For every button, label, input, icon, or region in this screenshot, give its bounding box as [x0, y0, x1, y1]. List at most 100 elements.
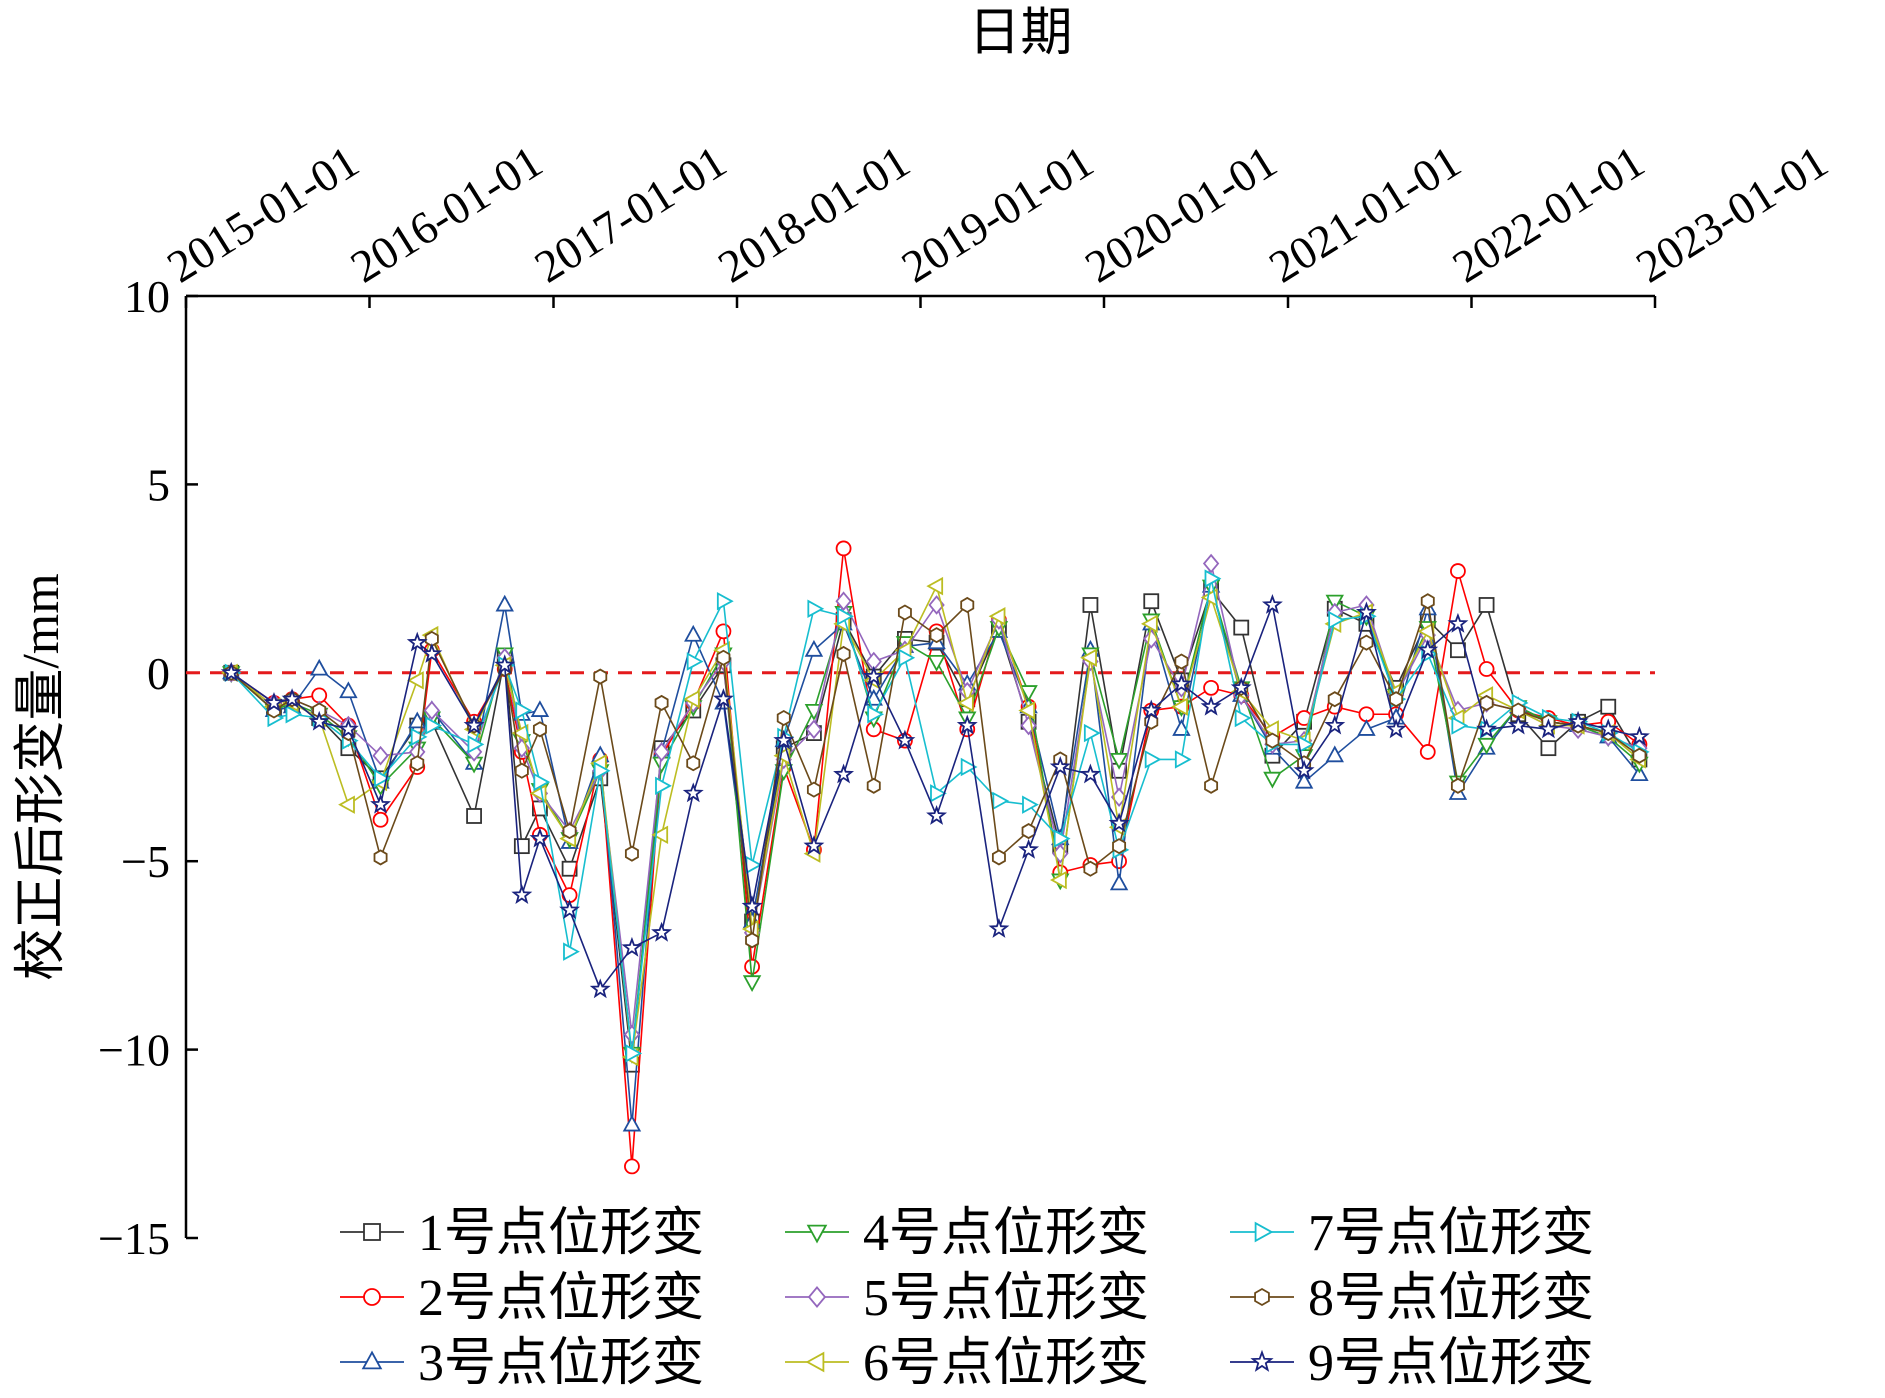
series-6-point [406, 671, 424, 690]
series-8-point [836, 645, 851, 662]
series-8-point [716, 649, 731, 666]
legend-label: 6号点位形变 [863, 1335, 1149, 1392]
series-2-point [744, 958, 760, 975]
legend-item-2: 2号点位形变 [340, 1270, 704, 1327]
series-9-point [1079, 763, 1101, 784]
series-9-point [926, 804, 948, 825]
series-8-point [776, 709, 791, 727]
series-7-point [1174, 750, 1192, 769]
series-7-point [1144, 750, 1162, 769]
series-4-point [1263, 771, 1282, 789]
series-7-point [1204, 569, 1222, 588]
y-tick-label: −15 [98, 1213, 170, 1264]
series-9-point [308, 710, 330, 731]
series-9-point [1324, 714, 1346, 735]
legend-swatch-marker [806, 1224, 828, 1244]
series-7-point [686, 652, 704, 671]
series-7-point [593, 761, 611, 780]
series-8-point [686, 755, 701, 772]
series-7-point [960, 757, 978, 777]
legend-swatch-marker [1254, 1287, 1270, 1307]
series-7-point [1053, 829, 1071, 848]
legend-item-1: 1号点位形变 [340, 1205, 704, 1262]
series-8-point [1265, 732, 1280, 749]
legend-label: 8号点位形变 [1308, 1270, 1594, 1327]
series-2-point [1450, 563, 1466, 579]
series-7-point [992, 791, 1010, 811]
series-9-point [511, 884, 533, 905]
series-8-point [1327, 691, 1342, 708]
x-axis-title: 日期 [968, 5, 1072, 62]
legend-item-5: 5号点位形变 [785, 1270, 1149, 1327]
series-layer [220, 540, 1650, 1175]
series-9-point [651, 921, 673, 942]
series-7-point [563, 942, 580, 961]
series-1-point [1540, 740, 1557, 757]
series-5-point [423, 700, 441, 721]
y-tick-label: 10 [124, 271, 170, 322]
legend-swatch-marker [1254, 1221, 1274, 1243]
series-7-point [1022, 795, 1039, 814]
series-2-point [1419, 744, 1436, 760]
legend-label: 1号点位形变 [418, 1205, 704, 1262]
legend-swatch-marker [807, 1285, 827, 1309]
series-8-point [1450, 777, 1465, 794]
series-2-point [835, 540, 852, 557]
series-8-point [593, 668, 608, 685]
series-9-point [1049, 756, 1071, 776]
y-tick-label: −10 [98, 1025, 170, 1076]
series-1-point [1450, 642, 1466, 659]
legend-label: 4号点位形变 [863, 1205, 1149, 1262]
series-7-point [425, 716, 443, 735]
series-7-point [533, 772, 551, 792]
series-3-point [310, 658, 329, 676]
series-9-point [956, 714, 978, 735]
series-9-point [1537, 718, 1559, 739]
legend-label: 9号点位形变 [1308, 1335, 1594, 1392]
series-6-point [651, 825, 669, 845]
series-8-point [897, 604, 912, 621]
series-9-point [1597, 718, 1619, 739]
series-7-point [285, 705, 303, 724]
series-8-point [532, 721, 547, 738]
series-7-point [898, 648, 916, 667]
series-6-point [1018, 701, 1036, 720]
series-9-point [281, 688, 303, 709]
y-tick-label: 0 [147, 648, 170, 699]
series-3-point [622, 1114, 642, 1132]
series-9-point [1628, 725, 1650, 746]
series-9-point [463, 714, 485, 735]
series-6-point [682, 689, 700, 709]
series-7-point [655, 776, 672, 796]
series-6-point [988, 607, 1006, 626]
series-3-point [684, 624, 703, 642]
series-3-point [1294, 771, 1314, 789]
series-8-point [806, 781, 821, 798]
series-8-point [1359, 634, 1374, 651]
series-4-point [1477, 737, 1496, 755]
series-7-point [1328, 610, 1346, 630]
legend-item-9: 9号点位形变 [1230, 1335, 1594, 1392]
legend-swatch-marker [363, 1288, 381, 1306]
series-5-point [372, 745, 389, 766]
series-9-point [1170, 673, 1192, 694]
series-6-point [926, 576, 944, 596]
series-9-point [712, 688, 734, 709]
series-8-point [514, 762, 529, 779]
series-7-point [1451, 716, 1469, 735]
y-axis-title: 校正后形变量/mm [13, 573, 70, 980]
series-9-point [1230, 676, 1252, 697]
legend-item-6: 6号点位形变 [785, 1335, 1149, 1392]
series-3-point [1109, 873, 1129, 891]
axes: 2015-01-012016-01-012017-01-012018-01-01… [13, 5, 1836, 1264]
series-6-point [956, 693, 974, 713]
series-8-point [1083, 860, 1098, 877]
series-7-point [716, 591, 734, 611]
x-tick-label: 2019-01-01 [893, 135, 1102, 292]
series-9-point [1567, 710, 1589, 731]
legend-swatch-marker [361, 1350, 383, 1370]
series-2-point [372, 811, 389, 828]
series-8-point [1420, 593, 1435, 610]
series-8-point [1632, 747, 1647, 764]
series-9-point [803, 835, 825, 856]
